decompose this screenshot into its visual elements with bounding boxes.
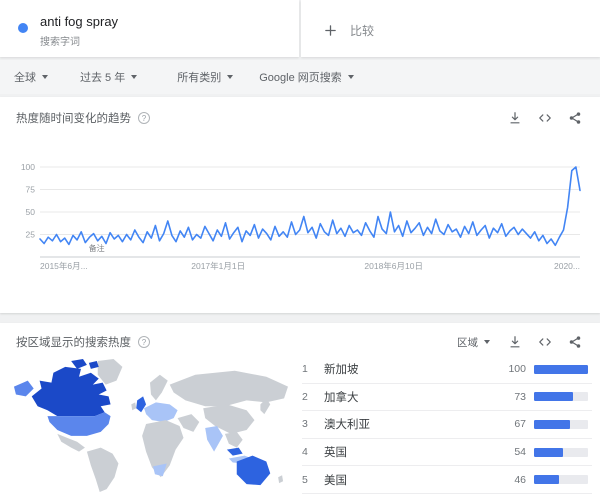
svg-text:2017年1月1日: 2017年1月1日 bbox=[191, 261, 245, 271]
download-icon[interactable] bbox=[504, 332, 526, 352]
region-bar bbox=[534, 392, 588, 402]
dropdown-caret-icon bbox=[484, 340, 490, 344]
search-term: anti fog spray bbox=[40, 14, 119, 29]
svg-text:备注: 备注 bbox=[89, 243, 105, 253]
share-icon[interactable] bbox=[564, 332, 586, 352]
region-bar bbox=[534, 419, 588, 429]
map-region-south-america[interactable] bbox=[86, 447, 119, 493]
region-row[interactable]: 2 加拿大 73 bbox=[302, 384, 592, 412]
map-region-canada[interactable] bbox=[71, 358, 87, 369]
interest-by-region-card: 按区域显示的搜索热度 区域 bbox=[0, 323, 600, 498]
map-region-alaska[interactable] bbox=[13, 380, 34, 397]
search-term-card[interactable]: anti fog spray 搜索字词 bbox=[0, 0, 299, 57]
region-name: 澳大利亚 bbox=[324, 419, 370, 432]
filter-category-label: 所有类别 bbox=[177, 72, 222, 84]
plus-icon bbox=[319, 20, 341, 40]
series-color-dot-icon bbox=[18, 23, 28, 33]
map-region-europe[interactable] bbox=[144, 402, 178, 423]
region-value: 73 bbox=[514, 390, 526, 403]
dropdown-caret-icon bbox=[131, 75, 138, 79]
region-bar bbox=[534, 364, 588, 374]
region-rank: 4 bbox=[302, 446, 308, 459]
region-row[interactable]: 4 英国 54 bbox=[302, 439, 592, 467]
svg-text:100: 100 bbox=[21, 162, 35, 172]
filter-bar: 全球 过去 5 年 所有类别 Google 网页搜索 bbox=[0, 60, 600, 94]
region-value: 67 bbox=[514, 418, 526, 431]
map-region-usa[interactable] bbox=[47, 412, 111, 436]
region-level-dropdown[interactable]: 区域 bbox=[457, 335, 490, 350]
dropdown-caret-icon bbox=[42, 75, 48, 79]
map-region-scandinavia[interactable] bbox=[150, 374, 168, 401]
map-region-south-africa[interactable] bbox=[152, 463, 167, 477]
svg-text:2015年6月...: 2015年6月... bbox=[40, 261, 88, 271]
region-bar bbox=[534, 475, 588, 485]
search-term-type: 搜索字词 bbox=[40, 37, 80, 48]
add-comparison-card[interactable]: 比较 bbox=[301, 0, 600, 57]
map-region-africa[interactable] bbox=[142, 420, 184, 478]
region-name: 新加坡 bbox=[324, 364, 359, 377]
region-row[interactable]: 3 澳大利亚 67 bbox=[302, 411, 592, 439]
region-rank: 3 bbox=[302, 418, 308, 431]
region-name: 加拿大 bbox=[324, 391, 359, 404]
map-region-malaysia[interactable] bbox=[226, 447, 243, 456]
svg-text:75: 75 bbox=[26, 185, 36, 195]
region-bar bbox=[534, 447, 588, 457]
region-name: 英国 bbox=[324, 447, 347, 460]
region-name: 美国 bbox=[324, 474, 347, 487]
map-region-uk[interactable] bbox=[136, 396, 147, 413]
region-value: 100 bbox=[508, 363, 526, 376]
region-rank: 1 bbox=[302, 363, 308, 376]
interest-over-time-card: 热度随时间变化的趋势 100 75 50 25 2015年6月... 2017年1月1日 2… bbox=[0, 97, 600, 313]
map-region-canada[interactable] bbox=[88, 360, 99, 369]
dropdown-caret-icon bbox=[227, 75, 234, 79]
map-region-new-zealand[interactable] bbox=[278, 475, 284, 484]
help-icon[interactable] bbox=[138, 336, 150, 348]
filter-time-label: 过去 5 年 bbox=[80, 72, 126, 84]
region-value: 54 bbox=[514, 446, 526, 459]
region-row[interactable]: 1 新加坡 100 bbox=[302, 356, 592, 384]
filter-time-range[interactable]: 过去 5 年 bbox=[80, 69, 138, 85]
map-region-greenland[interactable] bbox=[97, 358, 123, 385]
share-icon[interactable] bbox=[564, 108, 586, 128]
map-region-middle-east[interactable] bbox=[177, 414, 200, 432]
map-region-russia[interactable] bbox=[169, 370, 288, 407]
help-icon[interactable] bbox=[138, 112, 150, 124]
dropdown-caret-icon bbox=[347, 75, 354, 79]
region-dropdown-label: 区域 bbox=[457, 336, 478, 349]
svg-text:2020...: 2020... bbox=[554, 261, 580, 271]
region-rank: 5 bbox=[302, 473, 308, 486]
world-map[interactable] bbox=[2, 357, 298, 495]
download-icon[interactable] bbox=[504, 108, 526, 128]
search-term-band: anti fog spray 搜索字词 比较 bbox=[0, 0, 600, 57]
trend-chart-svg[interactable]: 100 75 50 25 2015年6月... 2017年1月1日 2018年6月10日 20… bbox=[14, 159, 586, 273]
svg-text:25: 25 bbox=[26, 230, 36, 240]
compare-label: 比较 bbox=[350, 23, 375, 38]
region-rank: 2 bbox=[302, 390, 308, 403]
map-region-canada[interactable] bbox=[31, 366, 111, 417]
map-region-se-asia[interactable] bbox=[224, 431, 243, 448]
svg-text:2018年6月10日: 2018年6月10日 bbox=[364, 261, 423, 271]
map-region-ireland[interactable] bbox=[131, 402, 137, 411]
region-list: 1 新加坡 100 2 加拿大 73 3 澳大利亚 67 4 英国 bbox=[302, 356, 592, 494]
interest-over-time-title: 热度随时间变化的趋势 bbox=[16, 113, 131, 125]
filter-geo-label: 全球 bbox=[14, 72, 36, 84]
map-region-australia[interactable] bbox=[236, 455, 271, 486]
filter-search-type-label: Google 网页搜索 bbox=[259, 72, 342, 84]
map-region-india[interactable] bbox=[205, 426, 223, 452]
filter-search-type[interactable]: Google 网页搜索 bbox=[259, 69, 354, 85]
svg-text:50: 50 bbox=[26, 207, 36, 217]
map-region-mexico[interactable] bbox=[57, 433, 85, 452]
filter-category[interactable]: 所有类别 bbox=[177, 69, 234, 85]
interest-by-region-title: 按区域显示的搜索热度 bbox=[16, 337, 131, 349]
embed-icon[interactable] bbox=[534, 108, 556, 128]
map-region-japan[interactable] bbox=[260, 398, 271, 415]
region-row[interactable]: 5 美国 46 bbox=[302, 466, 592, 494]
embed-icon[interactable] bbox=[534, 332, 556, 352]
filter-geo[interactable]: 全球 bbox=[14, 69, 48, 85]
region-value: 46 bbox=[514, 473, 526, 486]
